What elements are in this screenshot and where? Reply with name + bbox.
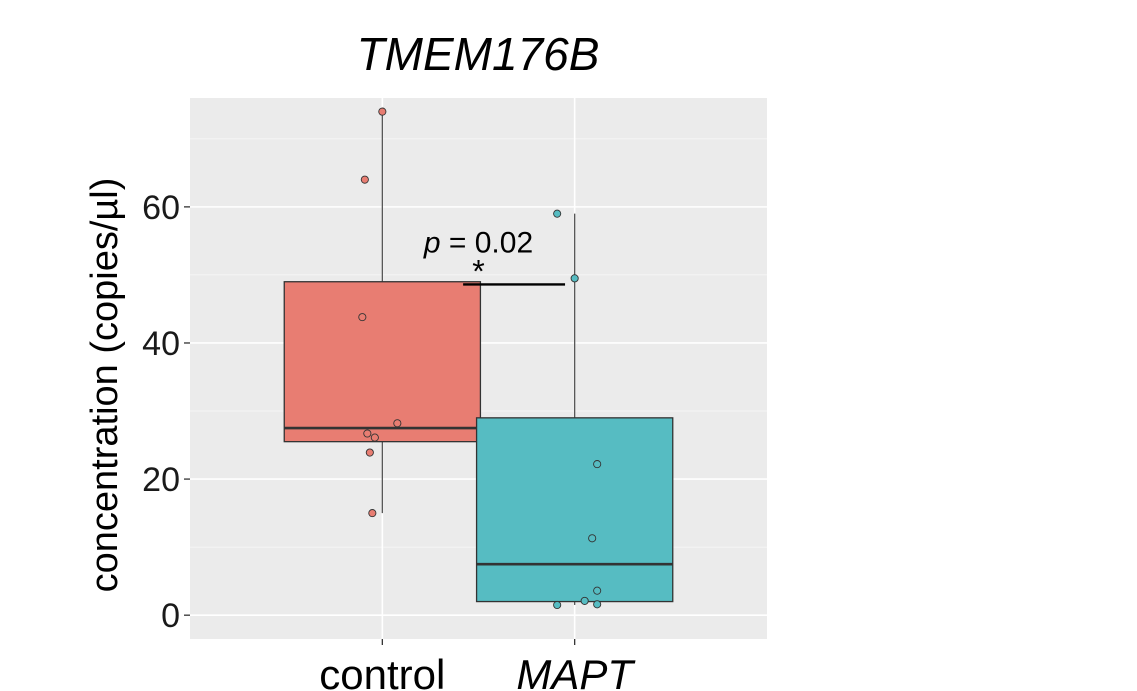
data-point	[370, 433, 379, 442]
data-point	[368, 509, 377, 518]
x-tick-label: MAPT	[516, 651, 636, 691]
y-tick-label: 20	[142, 461, 180, 499]
x-tick-label: control	[319, 651, 445, 691]
significance-star: *	[472, 253, 484, 289]
y-tick-label: 60	[142, 189, 180, 227]
data-point	[553, 209, 562, 218]
data-point	[588, 534, 597, 543]
data-point	[358, 313, 367, 322]
significance-annotation: *p = 0.02	[423, 226, 566, 289]
data-point	[593, 600, 602, 609]
chart-title: TMEM176B	[357, 28, 600, 80]
data-point	[593, 460, 602, 469]
data-point	[553, 600, 562, 610]
box-MAPT	[475, 417, 674, 603]
data-point	[393, 419, 402, 428]
jitter-points	[358, 107, 602, 610]
y-axis-label: concentration (copies/µl)	[84, 178, 126, 593]
y-tick-label: 40	[142, 325, 180, 363]
p-symbol: p	[423, 226, 441, 259]
data-point	[365, 448, 374, 457]
data-point	[363, 429, 372, 438]
data-point	[360, 175, 369, 184]
data-point	[593, 586, 602, 595]
box-control	[283, 281, 482, 443]
p-value: = 0.02	[441, 226, 534, 259]
y-axis: 0 20 40 60	[142, 189, 190, 635]
data-point	[580, 596, 589, 605]
p-value-label: p = 0.02	[423, 226, 533, 259]
data-point	[570, 274, 579, 283]
box-group	[283, 111, 674, 605]
x-axis: control MAPT	[319, 639, 636, 691]
y-tick-label: 0	[161, 597, 180, 635]
data-point	[378, 107, 387, 116]
